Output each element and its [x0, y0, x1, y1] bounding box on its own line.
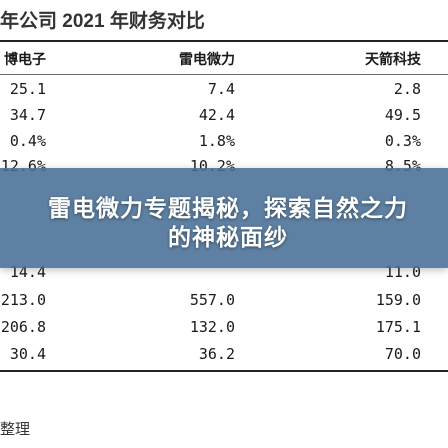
- table-top-rule: [0, 40, 448, 42]
- overlay-title: 雷电微力专题揭秘，探索自然之力的神秘面纱: [48, 195, 408, 250]
- header-col-1: 博电子: [4, 51, 46, 67]
- cell-r7-c1: 206.8: [0, 318, 46, 336]
- page-title: 年公司 2021 年财务对比: [0, 11, 205, 32]
- cell-r7-c3: 175.1: [375, 318, 421, 336]
- cell-r3-c2: 1.8%: [198, 132, 235, 150]
- cell-r8-c2: 36.2: [198, 345, 235, 363]
- header-col-3: 天箭科技: [365, 51, 421, 67]
- cell-r8-c3: 70.0: [384, 345, 421, 363]
- cell-r2-c2: 42.4: [198, 106, 235, 124]
- source-note: 整理: [0, 421, 31, 438]
- cell-r6-c2: 557.0: [189, 291, 235, 309]
- cell-r8-c1: 30.4: [9, 345, 46, 363]
- cell-r1-c2: 7.4: [207, 80, 235, 98]
- cell-r6-c3: 159.0: [375, 291, 421, 309]
- cell-r2-c1: 34.7: [9, 106, 46, 124]
- cell-r1-c3: 2.8: [393, 80, 421, 98]
- table-bottom-rule: [0, 370, 448, 372]
- header-rule: [0, 74, 448, 75]
- header-col-2: 雷电微力: [179, 51, 235, 67]
- cell-r6-c1: 213.0: [0, 291, 46, 309]
- cell-r2-c3: 49.5: [384, 106, 421, 124]
- title-overlay-banner: 雷电微力专题揭秘，探索自然之力的神秘面纱: [0, 168, 448, 268]
- cell-r7-c2: 132.0: [189, 318, 235, 336]
- cell-r3-c3: 0.3%: [384, 132, 421, 150]
- cell-r1-c1: 25.1: [9, 80, 46, 98]
- cell-r3-c1: 0.4%: [9, 132, 46, 150]
